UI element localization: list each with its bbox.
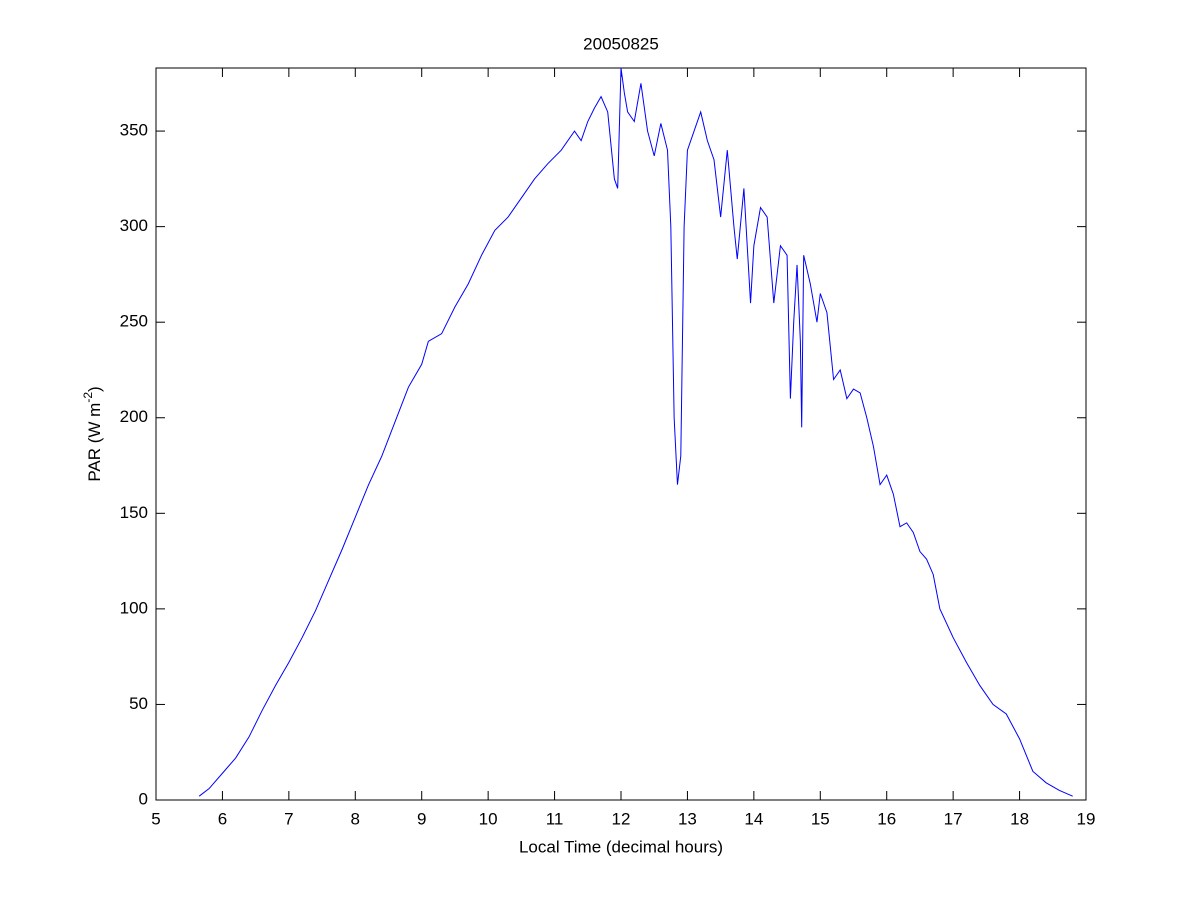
x-tick-label: 15 <box>811 809 830 828</box>
x-tick-label: 17 <box>944 809 963 828</box>
x-tick-label: 7 <box>284 809 293 828</box>
x-tick-label: 12 <box>612 809 631 828</box>
y-tick-label: 100 <box>120 598 148 617</box>
x-tick-label: 5 <box>151 809 160 828</box>
x-tick-label: 18 <box>1010 809 1029 828</box>
y-axis-label-superscript: -2 <box>81 392 95 403</box>
x-tick-label: 13 <box>678 809 697 828</box>
x-tick-label: 11 <box>546 809 564 828</box>
y-tick-label: 250 <box>120 312 148 331</box>
data-line <box>198 67 1073 797</box>
x-tick-label: 9 <box>417 809 426 828</box>
y-tick-label: 50 <box>129 694 148 713</box>
x-tick-label: 8 <box>351 809 360 828</box>
x-axis-label: Local Time (decimal hours) <box>519 837 723 856</box>
x-tick-label: 10 <box>479 809 498 828</box>
y-tick-label: 350 <box>120 121 148 140</box>
y-axis-label-suffix: ) <box>85 386 104 392</box>
chart-title: 20050825 <box>583 34 659 53</box>
y-tick-label: 300 <box>120 216 148 235</box>
y-axis-label-text: PAR (W m <box>85 403 104 482</box>
y-tick-label: 0 <box>139 789 148 808</box>
x-tick-label: 19 <box>1077 809 1096 828</box>
x-tick-label: 16 <box>877 809 896 828</box>
x-tick-label: 14 <box>744 809 763 828</box>
y-axis-label: PAR (W m-2) <box>81 386 104 481</box>
y-tick-label: 200 <box>120 407 148 426</box>
x-tick-label: 6 <box>218 809 227 828</box>
y-tick-label: 150 <box>120 503 148 522</box>
